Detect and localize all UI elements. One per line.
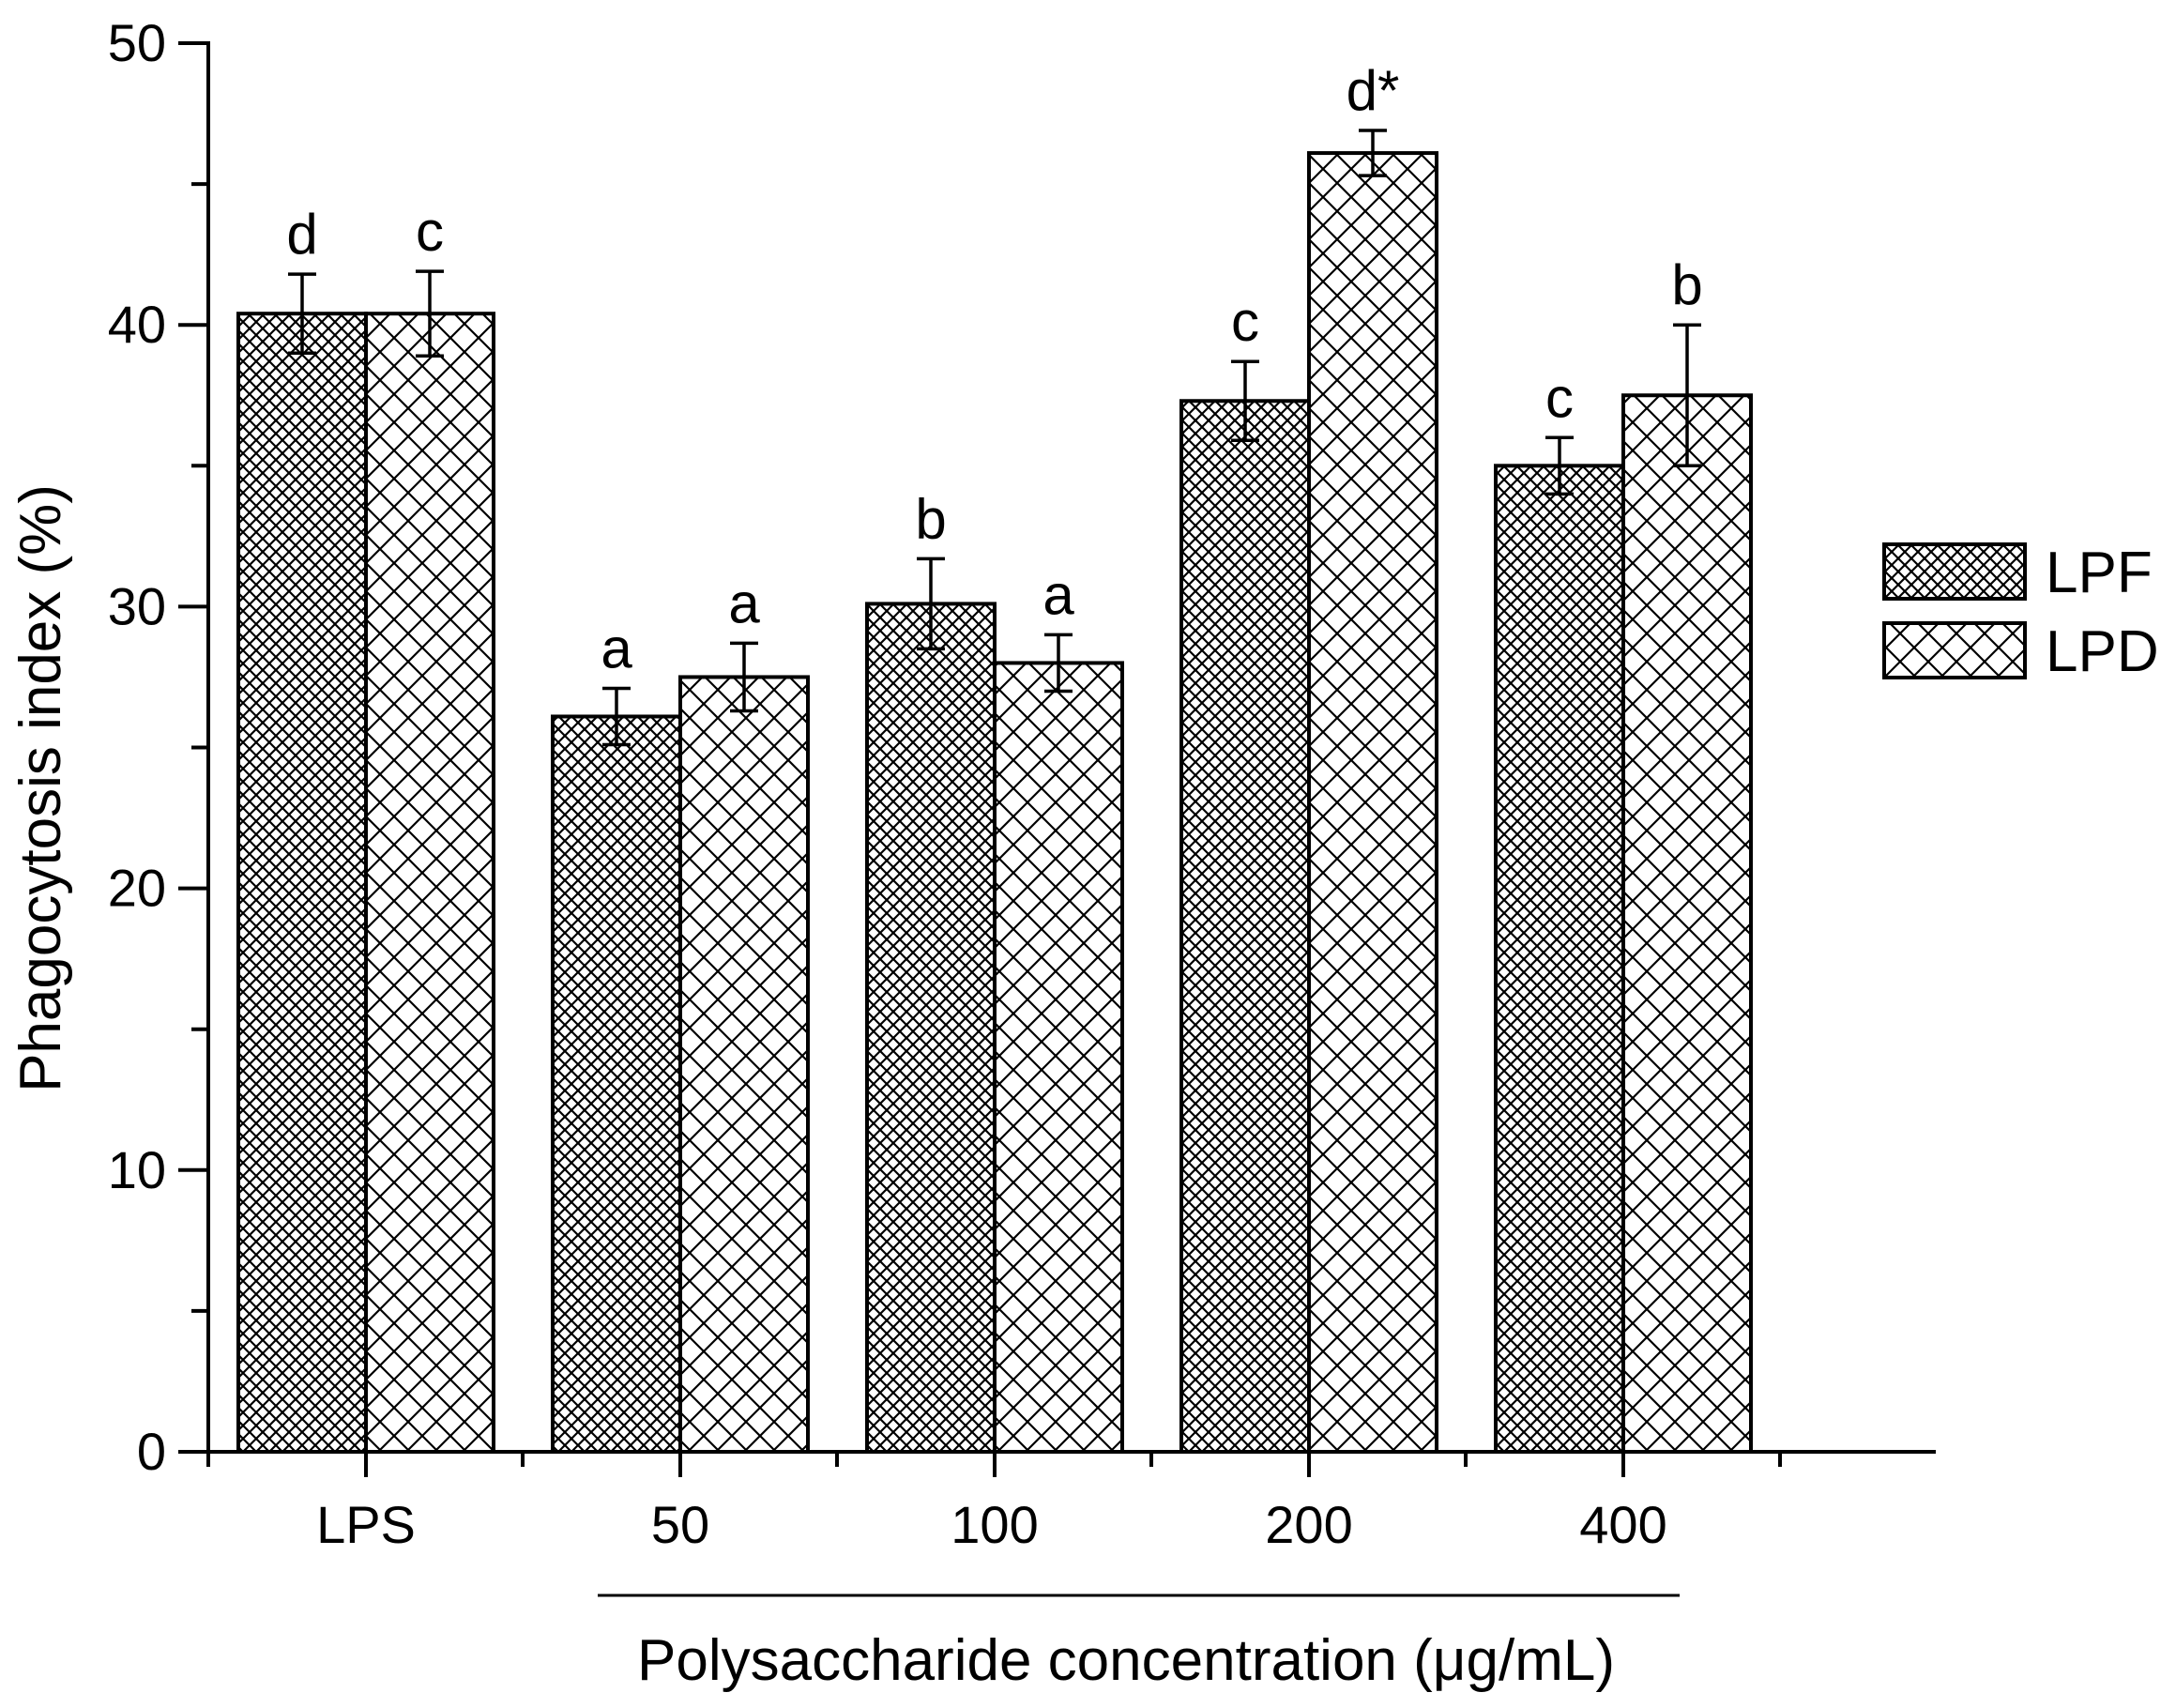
legend-swatch-lpf	[1882, 542, 2027, 601]
y-tick-label-40: 40	[108, 295, 166, 354]
significance-label-lpd-200: d*	[1347, 59, 1400, 122]
legend-label-lpf: LPF	[2046, 541, 2153, 605]
legend-swatch-lpd	[1882, 621, 2027, 679]
legend: LPF LPD	[1882, 541, 2159, 684]
y-tick-label-10: 10	[108, 1140, 166, 1199]
error-bar-lpf-200	[1231, 359, 1259, 443]
bars-layer	[236, 151, 1753, 1454]
x-axis-title: Polysaccharide concentration (μg/mL)	[637, 1628, 1615, 1693]
y-tick-label-20: 20	[108, 859, 166, 918]
error-bar-lpd-100	[1044, 633, 1073, 694]
y-tick-label-50: 50	[108, 13, 166, 72]
bar-lpd-400	[1621, 393, 1753, 1454]
x-tick-label-200: 200	[1265, 1495, 1352, 1554]
x-tick-label-100: 100	[951, 1495, 1038, 1554]
significance-label-lpf-100: b	[915, 487, 946, 550]
bar-lpf-lps	[236, 312, 368, 1454]
x-tick-label-400: 400	[1579, 1495, 1666, 1554]
error-bar-lpd-50	[730, 641, 758, 713]
error-bar-lpd-200	[1359, 129, 1387, 177]
bar-lpd-200	[1307, 151, 1438, 1454]
significance-label-lpd-100: a	[1042, 563, 1074, 626]
x-tick-label-lps: LPS	[316, 1495, 416, 1554]
error-bar-lpf-lps	[288, 272, 316, 355]
significance-label-lpf-200: c	[1231, 290, 1259, 353]
error-bar-lpd-lps	[416, 269, 444, 358]
bar-lpf-50	[551, 714, 682, 1454]
significance-label-lpf-50: a	[601, 617, 632, 679]
bar-lpf-100	[865, 602, 997, 1454]
error-bar-lpf-400	[1545, 435, 1574, 496]
bar-lpd-100	[993, 661, 1124, 1454]
bar-lpf-200	[1179, 399, 1311, 1454]
error-bar-lpd-400	[1673, 323, 1701, 468]
error-bars-layer	[288, 129, 1701, 747]
significance-label-lpd-400: b	[1671, 253, 1702, 316]
significance-label-lpf-lps: d	[286, 203, 317, 266]
bar-lpd-50	[678, 675, 810, 1454]
error-bar-lpf-50	[602, 686, 631, 747]
bar-lpd-lps	[364, 312, 495, 1454]
y-tick-label-0: 0	[137, 1422, 166, 1481]
significance-label-lpd-lps: c	[416, 200, 444, 263]
significance-label-lpd-50: a	[728, 572, 760, 634]
axes-layer: LPS 50 100 200 400 0 10 20 30 40 50	[108, 13, 1936, 1554]
x-tick-label-50: 50	[651, 1495, 709, 1554]
significance-label-lpf-400: c	[1545, 366, 1574, 429]
y-axis-title: Phagocytosis index (%)	[8, 484, 73, 1092]
legend-label-lpd: LPD	[2046, 619, 2159, 684]
error-bar-lpf-100	[917, 557, 945, 651]
y-tick-label-30: 30	[108, 576, 166, 635]
bar-lpf-400	[1494, 464, 1625, 1454]
significance-labels-layer: d c a a b a c d* c b	[286, 59, 1702, 679]
